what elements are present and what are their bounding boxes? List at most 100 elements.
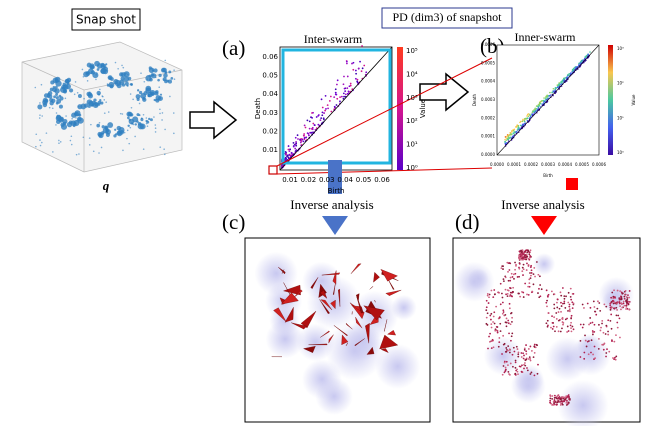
particle xyxy=(143,148,145,150)
particle xyxy=(511,321,513,323)
particle xyxy=(564,307,566,309)
particle xyxy=(625,308,627,310)
particle xyxy=(605,306,607,308)
particle xyxy=(566,331,568,333)
particle xyxy=(505,367,507,369)
colorbar-tick-label: 10² xyxy=(617,81,624,86)
particle xyxy=(570,322,572,324)
particle xyxy=(550,327,552,329)
particle xyxy=(607,319,609,321)
point xyxy=(355,70,357,72)
particle xyxy=(498,346,500,348)
particle xyxy=(623,296,625,298)
particle xyxy=(559,308,561,310)
particle xyxy=(494,323,496,325)
x-tick-label: 0.0003 xyxy=(541,162,555,167)
point xyxy=(529,114,531,116)
particle xyxy=(78,106,80,108)
particle xyxy=(52,107,54,109)
particle xyxy=(514,262,516,264)
panel-title: Inter-swarm xyxy=(304,32,363,46)
particle xyxy=(97,132,102,137)
particle xyxy=(612,296,614,298)
particle xyxy=(541,288,543,290)
point xyxy=(545,98,547,100)
particle xyxy=(136,113,139,116)
particle xyxy=(513,347,515,349)
particle xyxy=(155,131,157,133)
particle xyxy=(611,307,613,309)
point xyxy=(303,140,305,142)
particle xyxy=(89,144,91,146)
particle xyxy=(535,346,537,348)
particle xyxy=(558,330,560,332)
point xyxy=(350,85,352,87)
particle xyxy=(626,296,628,298)
point xyxy=(336,98,338,100)
particle xyxy=(610,314,612,316)
point xyxy=(320,117,322,119)
colorbar-tick-label: 10⁰ xyxy=(406,164,418,172)
particle xyxy=(49,94,51,96)
particle xyxy=(560,401,562,403)
figure: Snap shot q PD (dim3) of snapshot (a) In… xyxy=(0,0,649,426)
point xyxy=(519,122,521,124)
particle xyxy=(563,302,565,304)
particle xyxy=(511,273,513,275)
particle xyxy=(503,365,505,367)
particle xyxy=(501,353,503,355)
particle xyxy=(515,362,517,364)
particle xyxy=(608,351,610,353)
particle xyxy=(525,359,527,361)
particle xyxy=(590,322,592,324)
y-tick-label: 0.03 xyxy=(262,109,278,117)
particle xyxy=(506,322,508,324)
particle xyxy=(41,115,43,117)
x-tick-label: 0.0001 xyxy=(507,162,521,167)
particle xyxy=(536,261,538,263)
particle xyxy=(598,324,600,326)
particle xyxy=(132,99,134,101)
point xyxy=(581,61,583,63)
particle xyxy=(59,105,63,109)
particle xyxy=(87,80,89,82)
particle xyxy=(626,302,628,304)
particle xyxy=(102,96,104,98)
particle xyxy=(490,323,492,325)
particle xyxy=(95,79,97,81)
particle xyxy=(151,73,154,76)
particle xyxy=(588,340,590,342)
point xyxy=(289,148,291,150)
particle xyxy=(521,352,523,354)
particle xyxy=(553,307,555,309)
particle xyxy=(626,304,628,306)
particle xyxy=(603,343,605,345)
y-tick-label: 0.0004 xyxy=(481,79,495,84)
point xyxy=(334,106,336,108)
particle xyxy=(163,79,165,81)
particle xyxy=(71,144,73,146)
particle xyxy=(155,127,157,129)
point xyxy=(587,54,589,56)
particle xyxy=(59,117,64,122)
particle xyxy=(580,340,582,342)
particle xyxy=(511,317,513,319)
particle xyxy=(547,295,549,297)
point xyxy=(325,95,327,97)
particle xyxy=(60,141,62,143)
particle xyxy=(492,321,494,323)
particle xyxy=(113,79,118,84)
particle xyxy=(94,61,100,67)
particle xyxy=(558,400,560,402)
particle xyxy=(553,316,555,318)
particle xyxy=(39,114,41,116)
particle xyxy=(528,259,530,261)
particle xyxy=(507,364,509,366)
particle xyxy=(521,356,523,358)
particle xyxy=(562,287,564,289)
particle xyxy=(527,286,529,288)
particle xyxy=(507,271,509,273)
particle xyxy=(509,374,511,376)
particle xyxy=(125,73,127,75)
particle xyxy=(487,312,489,314)
